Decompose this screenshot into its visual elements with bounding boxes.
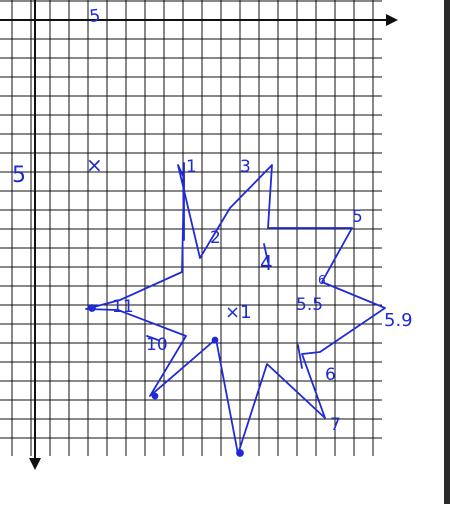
stroke-6-mark xyxy=(297,344,303,369)
center-marker: ×1 xyxy=(225,302,252,323)
label-5-9: 5.9 xyxy=(384,310,413,331)
y-axis-arrow-icon xyxy=(29,458,41,470)
dot-inner xyxy=(211,336,219,344)
stroke-10-mark xyxy=(146,335,159,341)
label-6: 6 xyxy=(318,273,326,287)
label-4: 4 xyxy=(260,251,273,275)
left-axis-mark: 5 xyxy=(12,163,26,188)
axes xyxy=(0,0,398,470)
star-outline xyxy=(85,164,386,455)
stroke-4-mark xyxy=(263,243,269,263)
label-5: 5 xyxy=(352,207,363,227)
grid-lines xyxy=(0,0,382,456)
x-axis-arrow-icon xyxy=(386,14,398,26)
top-axis-mark: 5 xyxy=(88,6,101,27)
ink-labels: 5 5 × ×1 1 2 3 4 5 6 5.5 5.9 6 7 10 11 xyxy=(12,6,413,435)
dot-bottom xyxy=(236,449,244,457)
ink-strokes xyxy=(85,162,386,457)
label-5-5: 5.5 xyxy=(296,295,323,315)
dot-left-bottom xyxy=(151,392,159,400)
label-7: 7 xyxy=(330,415,341,435)
label-3: 3 xyxy=(240,157,251,177)
label-10: 10 xyxy=(146,335,168,355)
label-1: 1 xyxy=(186,157,197,177)
label-6-low: 6 xyxy=(325,365,336,385)
right-edge-bar xyxy=(444,0,450,504)
label-2: 2 xyxy=(210,228,221,248)
label-11: 11 xyxy=(112,297,134,317)
dot-11 xyxy=(88,304,96,312)
origin-marker: × xyxy=(86,153,103,177)
